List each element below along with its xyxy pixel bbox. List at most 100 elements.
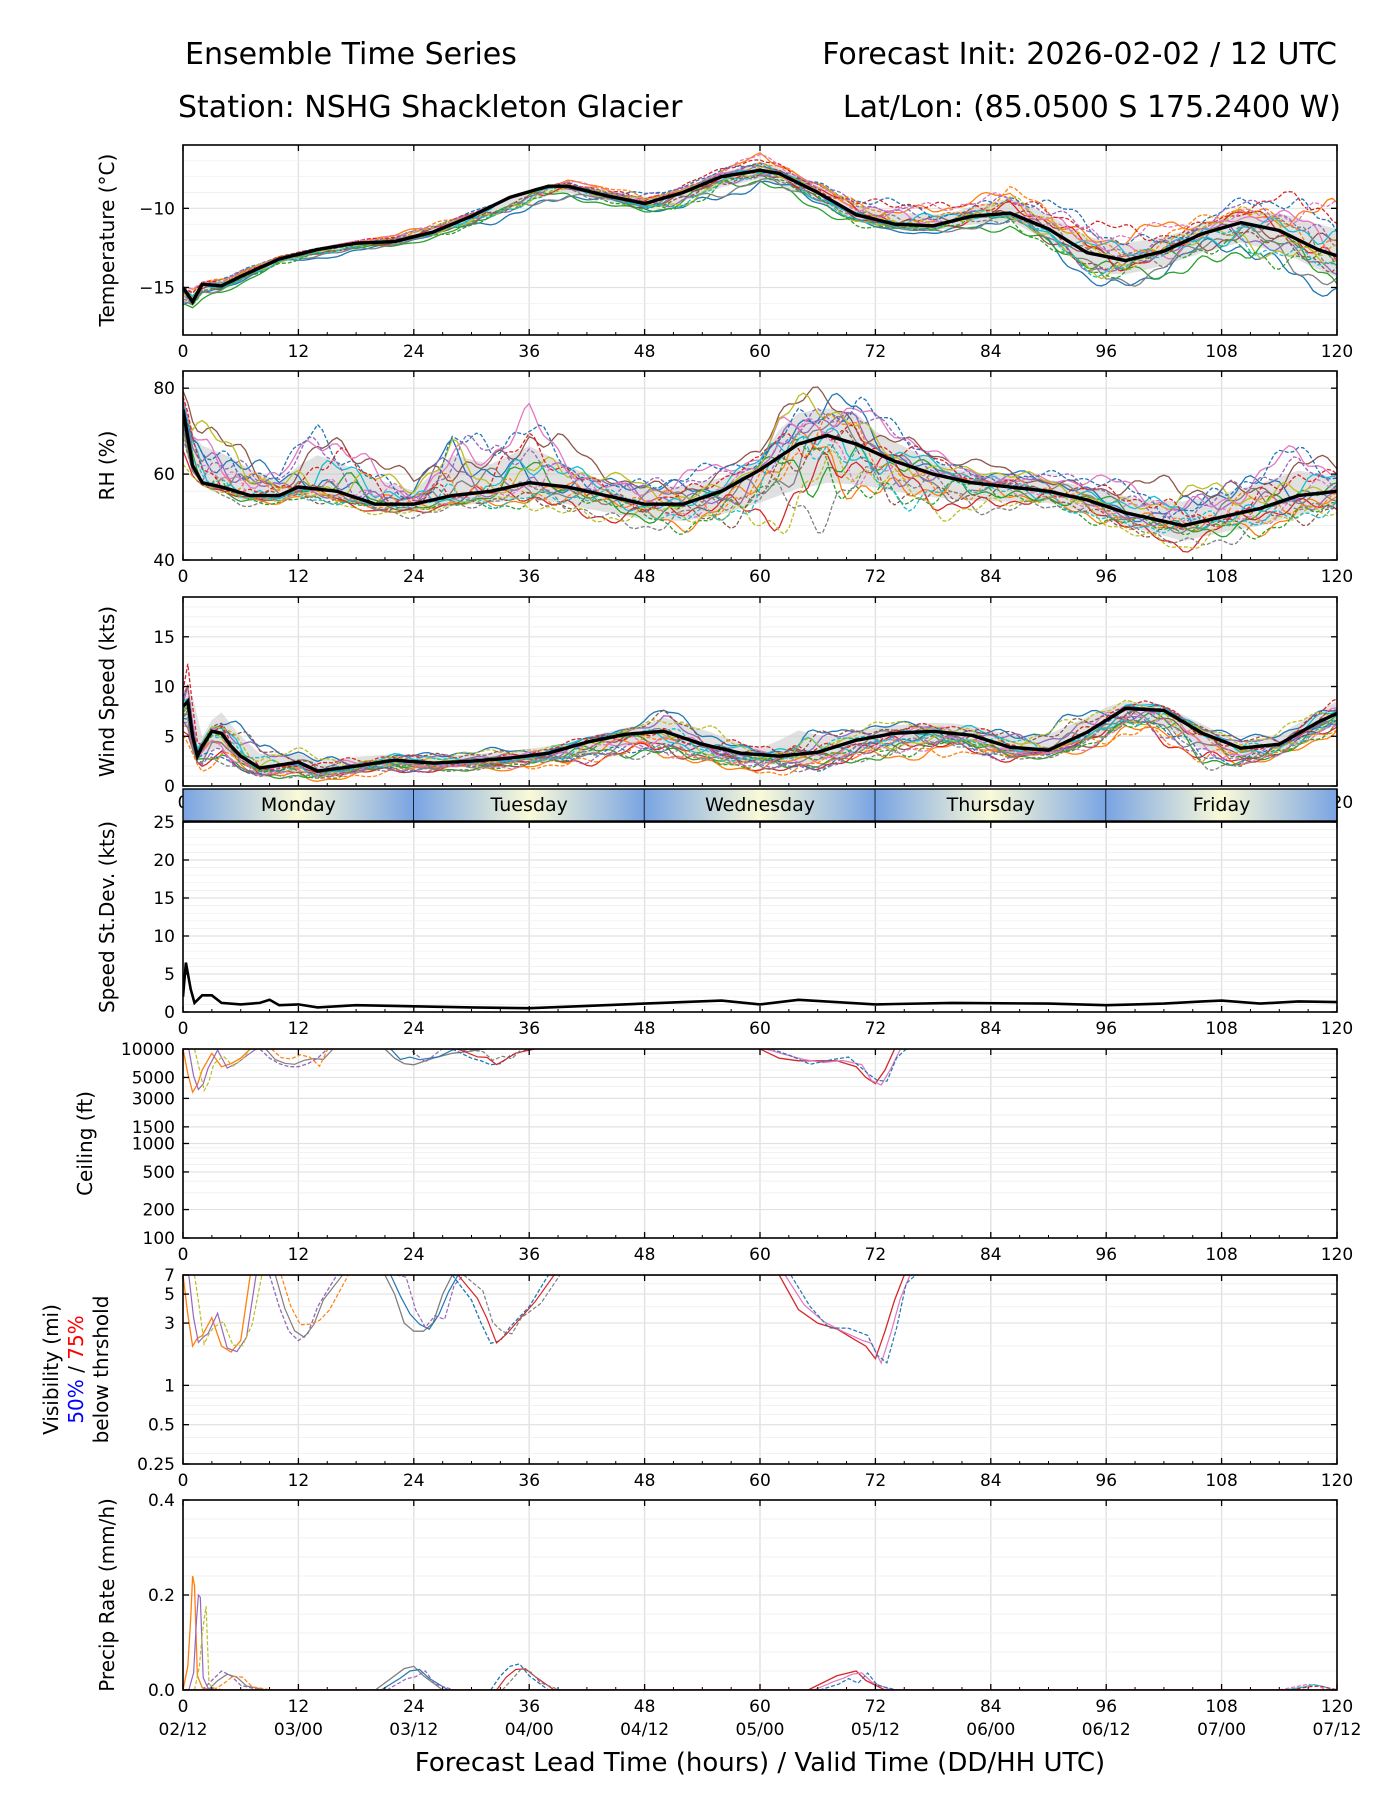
speed_stdev-xtick-label-24: 24	[403, 1019, 425, 1039]
visibility-series-2	[268, 1275, 338, 1342]
pct-50-label: 50%	[64, 1379, 88, 1423]
visibility-y-axis: 0.25 0.5 1 3 57	[137, 1266, 1337, 1475]
forecast-init: Forecast Init: 2026-02-02 / 12 UTC	[822, 37, 1337, 72]
precip-series-6	[1279, 1683, 1328, 1690]
speed_stdev-ytick-label-4: 20	[153, 851, 175, 871]
precip-xtick-label-96: 96	[1095, 1697, 1117, 1717]
ceiling-xtick-label-60: 60	[749, 1245, 771, 1265]
ceiling-series-4-companion-2	[463, 1049, 541, 1061]
rh-xtick-label-108: 108	[1205, 567, 1237, 587]
day-cell-friday	[1106, 789, 1337, 821]
ceiling-grid	[182, 1048, 1338, 1239]
visibility-xtick-label-72: 72	[865, 1471, 887, 1491]
rh-xtick-label-72: 72	[865, 567, 887, 587]
precip-series-2-companion-1	[207, 1673, 266, 1690]
speed_stdev-ytick-label-2: 10	[153, 927, 175, 947]
precip-xtick-label-0: 0	[178, 1697, 189, 1717]
ceiling-ytick-label-5: 3000	[132, 1089, 175, 1109]
temperature-xtick-label-108: 108	[1205, 342, 1237, 362]
visibility-series-1-companion-1	[188, 1275, 257, 1353]
precip-xtick-label-72: 72	[865, 1697, 887, 1717]
station-latlon: Lat/Lon: (85.0500 S 175.2400 W)	[843, 90, 1341, 125]
visibility-xtick-label-84: 84	[980, 1471, 1002, 1491]
speed_stdev-xtick-label-12: 12	[288, 1019, 310, 1039]
valid-time-label-5: 05/00	[736, 1720, 785, 1740]
day-cell-thursday	[875, 789, 1107, 821]
ceiling-xtick-label-84: 84	[980, 1245, 1002, 1265]
rh-member-16	[183, 421, 1337, 538]
precip-series-3-companion-2	[386, 1670, 455, 1690]
speed_stdev-ylabel: Speed St.Dev. (kts)	[95, 821, 119, 1013]
ceiling-xtick-label-48: 48	[634, 1245, 656, 1265]
precip-series-5-companion-2	[819, 1672, 897, 1690]
temperature-ylabel: Temperature (°C)	[95, 154, 119, 328]
rh-member-8	[183, 415, 1337, 534]
temperature-xtick-label-36: 36	[518, 342, 540, 362]
valid-time-label-7: 06/00	[966, 1720, 1015, 1740]
ceiling-series-5	[759, 1049, 896, 1085]
precip-y-axis: 0.0 0.2 0.4	[148, 1491, 1337, 1701]
rh-xtick-label-0: 0	[178, 567, 189, 587]
valid-time-label-10: 07/12	[1313, 1720, 1362, 1740]
wind_speed-member-14	[183, 663, 1337, 771]
visibility-ytick-label-3: 3	[164, 1314, 175, 1334]
rh-member-6	[183, 386, 1337, 499]
temperature-xtick-label-0: 0	[178, 342, 189, 362]
speed_stdev-xtick-label-60: 60	[749, 1019, 771, 1039]
ceiling-series-4-companion-1	[457, 1049, 536, 1066]
rh-member-18	[183, 437, 1337, 546]
temperature-xtick-label-12: 12	[288, 342, 310, 362]
wind_speed-ytick-label-3: 15	[153, 628, 175, 648]
precip-series-4	[490, 1663, 549, 1690]
precip-panel: 0 12 24 36 48 60 72 84 96 108 120 0.0 0.2 0.4 Precip R…	[95, 1491, 1362, 1778]
ceiling-series-2-companion-1	[265, 1049, 334, 1065]
ceiling-xtick-label-72: 72	[865, 1245, 887, 1265]
day-label-wednesday: Wednesday	[705, 794, 815, 816]
ceiling-ytick-label-6: 5000	[132, 1068, 175, 1088]
ceiling-ytick-label-3: 1000	[132, 1135, 175, 1155]
temperature-ytick-label-1: −10	[139, 199, 175, 219]
wind_speed-ytick-label-1: 5	[164, 727, 175, 747]
temperature-member-8	[183, 177, 1337, 306]
speed_stdev-ytick-label-0: 0	[164, 1003, 175, 1023]
temperature-ytick-label-0: −15	[139, 279, 175, 299]
temperature-member-14	[183, 159, 1337, 295]
visibility-series-5-companion-2	[790, 1275, 917, 1364]
rh-member-19	[183, 448, 1337, 549]
precip-xtick-label-48: 48	[634, 1697, 656, 1717]
day-label-thursday: Thursday	[946, 794, 1035, 816]
panels: 0 12 24 36 48 60 72 84 96 108 120−15−10Temperature…	[39, 144, 1362, 1778]
day-cell-monday	[183, 789, 414, 821]
speed_stdev-xtick-label-84: 84	[980, 1019, 1002, 1039]
speed_stdev-grid	[182, 821, 1338, 1013]
speed_stdev-panel: 0 12 24 36 48 60 72 84 96 108 120 0 5 10 15 20 25 Speed S…	[95, 813, 1353, 1039]
temperature-plot	[183, 152, 1337, 309]
valid-time-label-1: 03/00	[274, 1720, 323, 1740]
rh-xtick-label-48: 48	[634, 567, 656, 587]
precip-series-3	[374, 1665, 444, 1690]
wind_speed-member-19	[183, 699, 1337, 768]
valid-time-label-4: 04/12	[620, 1720, 669, 1740]
rh-plot	[183, 386, 1337, 553]
speed_stdev-y-axis: 0 5 10 15 20 25	[153, 813, 1337, 1023]
visibility-ytick-label-2: 1	[164, 1376, 175, 1396]
visibility-xtick-label-12: 12	[288, 1471, 310, 1491]
visibility-xtick-label-120: 120	[1321, 1471, 1353, 1491]
figure-title: Ensemble Time Series	[185, 37, 517, 72]
ceiling-ylabel: Ceiling (ft)	[73, 1091, 97, 1196]
precip-series-4-companion-2	[501, 1667, 561, 1690]
precip-series-1	[183, 1575, 212, 1690]
rh-y-axis: 40 60 80	[153, 379, 1337, 571]
temperature-xtick-label-48: 48	[634, 342, 656, 362]
valid-time-label-2: 03/12	[389, 1720, 438, 1740]
ceiling-xtick-label-24: 24	[403, 1245, 425, 1265]
ceiling-series-1-companion-2	[193, 1049, 262, 1093]
ceiling-series-4	[452, 1049, 530, 1066]
ceiling-ytick-label-0: 100	[143, 1229, 175, 1249]
rh-mean-line	[183, 409, 1337, 528]
wind_speed-y-axis: 0 5 10 15	[153, 628, 1337, 797]
pct-75-label: 75%	[64, 1315, 88, 1359]
ceiling-series-3	[384, 1049, 482, 1066]
visibility-series-4	[451, 1275, 549, 1345]
